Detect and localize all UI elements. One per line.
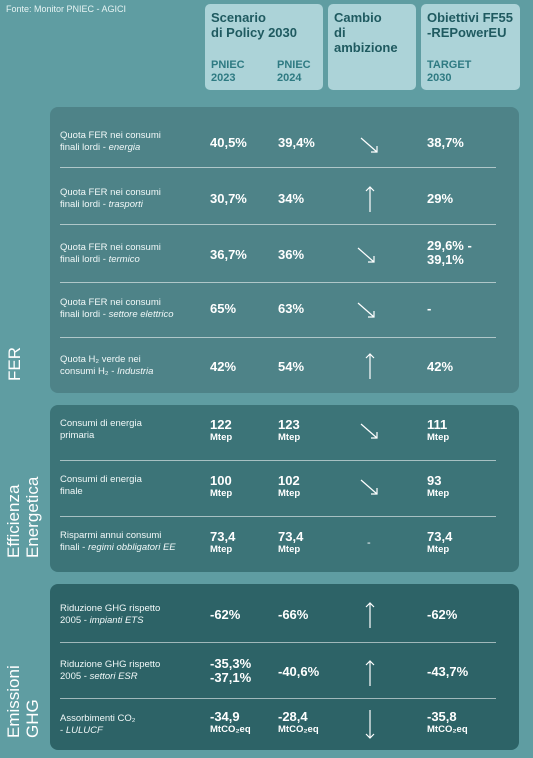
value-2023: 42%: [210, 359, 237, 374]
value-2024: 39,4%: [278, 135, 315, 150]
separator: [60, 516, 496, 517]
table-row: Assorbimenti CO₂ - LULUCF -34,9 MtCO₂eq -…: [50, 709, 519, 743]
separator: [60, 167, 496, 168]
table-row: Risparmi annui consumi finali - regimi o…: [50, 530, 519, 560]
arrow-up-icon: [365, 353, 375, 379]
value-2024: 123 Mtep: [278, 417, 301, 444]
arrow-up-icon: [365, 602, 375, 628]
row-label: Riduzione GHG rispetto 2005 - settori ES…: [60, 659, 161, 682]
header-scenario: Scenario di Policy 2030 PNIEC 2023 PNIEC…: [205, 4, 323, 90]
section-label-fer: FER: [5, 347, 24, 381]
value-target: 42%: [427, 359, 454, 374]
value-target: 73,4 Mtep: [427, 529, 453, 556]
arrow-down-right-icon: [357, 247, 375, 263]
row-label: Risparmi annui consumi finali - regimi o…: [60, 530, 176, 553]
cambio-title-line1: Cambio: [334, 10, 382, 25]
row-label: Quota FER nei consumi finali lordi - ene…: [60, 130, 161, 153]
value-2023: -34,9 MtCO₂eq: [210, 709, 251, 736]
target-2030-label: TARGET 2030: [427, 59, 472, 84]
value-2024: -66%: [278, 607, 309, 622]
value-2023: 65%: [210, 301, 237, 316]
value-2023: 30,7%: [210, 191, 247, 206]
header-cambio: Cambio di ambizione: [328, 4, 416, 90]
panel-fer: [50, 107, 519, 393]
arrow-up-icon: [365, 186, 375, 212]
table-row: Quota H₂ verde nei consumi H₂ - Industri…: [50, 353, 519, 380]
row-label: Riduzione GHG rispetto 2005 - impianti E…: [60, 603, 161, 626]
value-target: 29%: [427, 191, 454, 206]
value-2024: 34%: [278, 191, 305, 206]
scenario-title-line2: di Policy 2030: [211, 25, 297, 40]
value-target: 93 Mtep: [427, 473, 450, 500]
value-2024: 102 Mtep: [278, 473, 301, 500]
no-change-dash: -: [367, 537, 371, 549]
value-2024: 73,4 Mtep: [278, 529, 304, 556]
separator: [60, 698, 496, 699]
panel-emissioni: [50, 584, 519, 750]
value-2024: 54%: [278, 359, 305, 374]
value-2023: -35,3% -37,1%: [210, 656, 252, 685]
arrow-down-icon: [365, 710, 375, 739]
source-note: Fonte: Monitor PNIEC - AGICI: [6, 4, 127, 14]
obiettivi-title-line2: -REPowerEU: [427, 25, 507, 40]
row-label: Consumi di energia primaria: [60, 418, 142, 441]
header-obiettivi: Obiettivi FF55 -REPowerEU TARGET 2030: [421, 4, 520, 90]
table-row: Riduzione GHG rispetto 2005 - impianti E…: [50, 602, 519, 629]
pniec-2024-label: PNIEC 2024: [277, 59, 311, 84]
separator: [60, 224, 496, 225]
row-label: Quota FER nei consumi finali lordi - ter…: [60, 242, 161, 265]
table-row: Quota FER nei consumi finali lordi - set…: [50, 297, 519, 323]
arrow-down-right-icon: [357, 302, 375, 318]
arrow-down-right-icon: [360, 137, 378, 153]
value-2023: 40,5%: [210, 135, 247, 150]
value-target: -: [427, 301, 432, 316]
section-label-efficienza: Efficienza Energetica: [4, 476, 42, 558]
value-target: 38,7%: [427, 135, 464, 150]
cambio-title-line2: di ambizione: [334, 25, 398, 55]
table-row: Consumi di energia finale 100 Mtep 102 Mte…: [50, 474, 519, 504]
arrow-down-right-icon: [360, 423, 378, 439]
value-2023: 36,7%: [210, 247, 247, 262]
value-target: -62%: [427, 607, 458, 622]
value-2023: 73,4 Mtep: [210, 529, 236, 556]
arrow-up-icon: [365, 660, 375, 686]
section-label-emissioni: Emissioni GHG: [4, 665, 42, 738]
panel-efficienza: [50, 405, 519, 572]
row-label: Quota FER nei consumi finali lordi - tra…: [60, 187, 161, 210]
separator: [60, 282, 496, 283]
row-label: Quota FER nei consumi finali lordi - set…: [60, 297, 174, 320]
table-row: Consumi di energia primaria 122 Mtep 123 M…: [50, 418, 519, 448]
table-row: Quota FER nei consumi finali lordi - ene…: [50, 130, 519, 156]
separator: [60, 642, 496, 643]
row-label: Assorbimenti CO₂ - LULUCF: [60, 713, 136, 736]
arrow-down-right-icon: [360, 479, 378, 495]
pniec-2023-label: PNIEC 2023: [211, 59, 245, 84]
obiettivi-title-line1: Obiettivi FF55: [427, 10, 513, 25]
value-2024: -28,4 MtCO₂eq: [278, 709, 319, 736]
value-2023: 100 Mtep: [210, 473, 233, 500]
separator: [60, 337, 496, 338]
value-2024: 63%: [278, 301, 305, 316]
value-target: 111 Mtep: [427, 417, 450, 444]
value-2023: 122 Mtep: [210, 417, 233, 444]
separator: [60, 460, 496, 461]
row-label: Quota H₂ verde nei consumi H₂ - Industri…: [60, 354, 154, 377]
table-row: Riduzione GHG rispetto 2005 - settori ES…: [50, 656, 519, 689]
table-row: Quota FER nei consumi finali lordi - tra…: [50, 186, 519, 213]
value-target: 29,6% - 39,1%: [427, 238, 472, 267]
table-row: Quota FER nei consumi finali lordi - ter…: [50, 238, 519, 272]
value-target: -43,7%: [427, 664, 469, 679]
value-2024: -40,6%: [278, 664, 320, 679]
value-2023: -62%: [210, 607, 241, 622]
value-target: -35,8 MtCO₂eq: [427, 709, 468, 736]
row-label: Consumi di energia finale: [60, 474, 142, 497]
value-2024: 36%: [278, 247, 305, 262]
scenario-title-line1: Scenario: [211, 10, 266, 25]
